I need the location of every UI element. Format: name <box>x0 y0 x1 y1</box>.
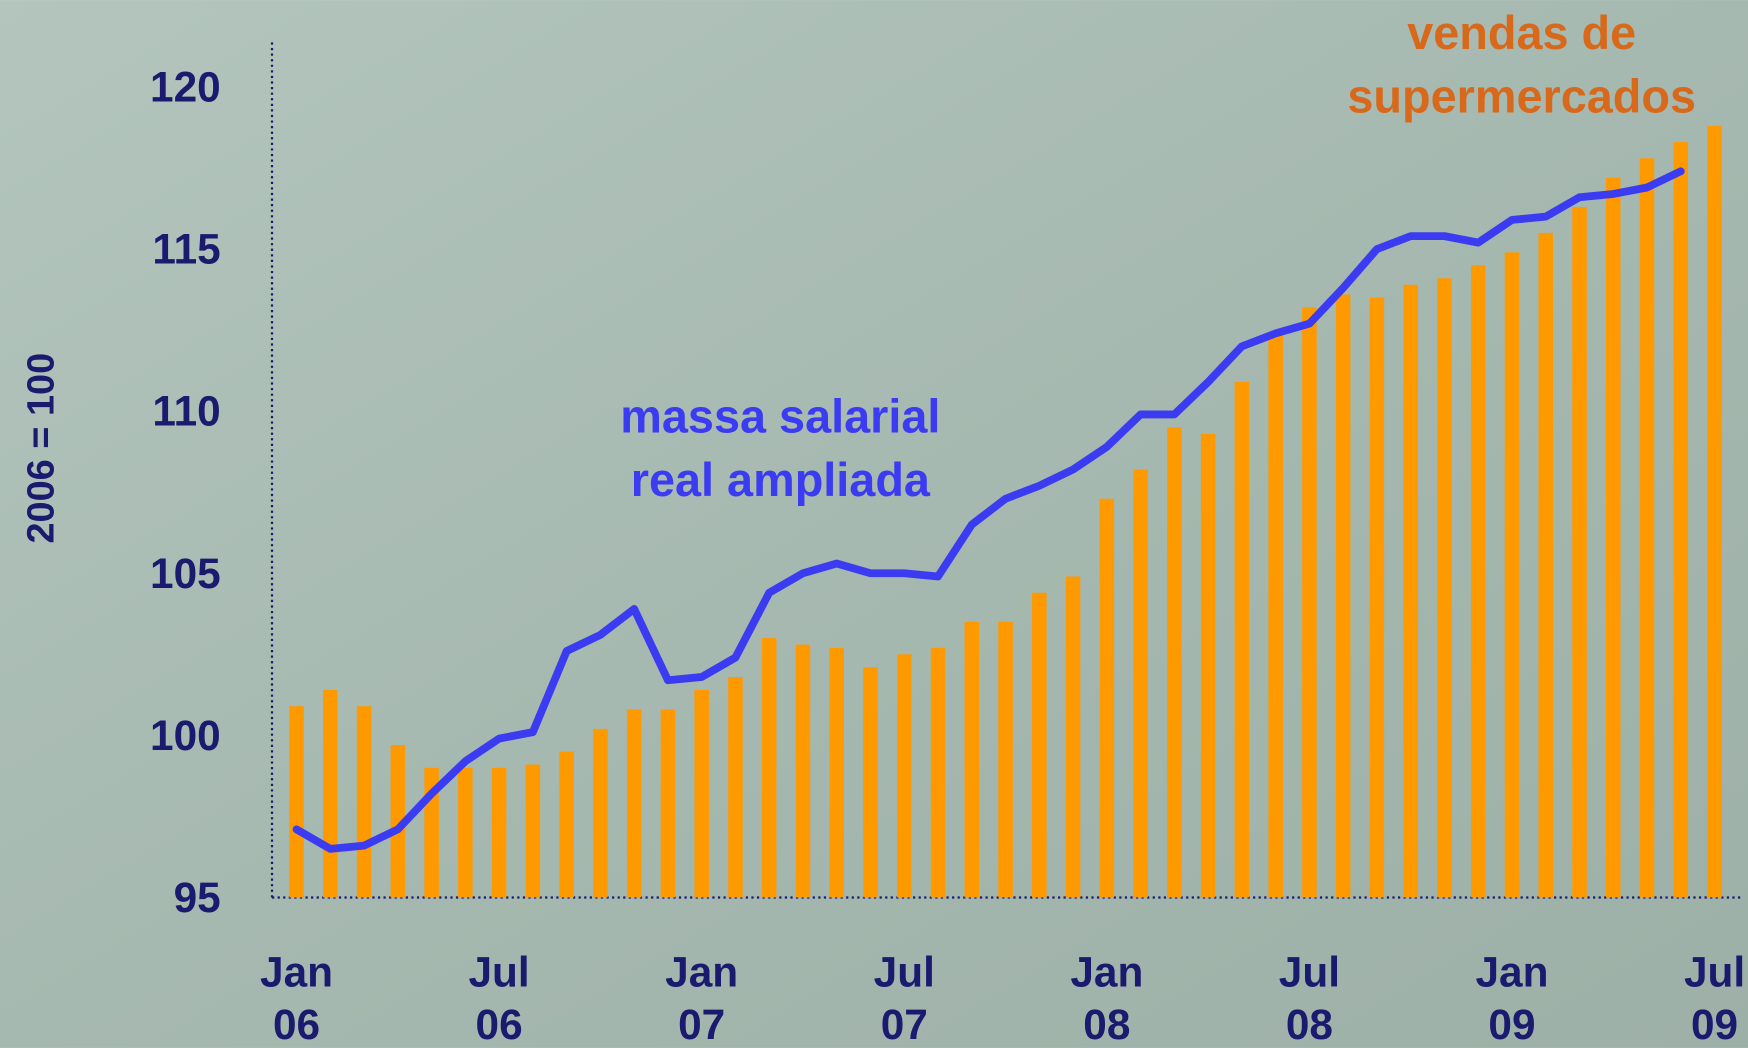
bar <box>1200 433 1216 898</box>
bar <box>795 644 811 898</box>
bar <box>1470 265 1486 898</box>
bar <box>1437 278 1452 898</box>
x-tick-label: Jan 08 <box>1070 949 1143 1048</box>
y-tick-label: 120 <box>150 63 221 110</box>
bar <box>289 706 304 898</box>
y-tick-label: 110 <box>152 388 220 435</box>
bar <box>626 709 642 898</box>
bar <box>1234 382 1250 898</box>
bar <box>1572 206 1587 898</box>
bar <box>863 667 878 898</box>
bar <box>1673 142 1689 898</box>
series-label: vendas de supermercados <box>1347 7 1696 123</box>
x-tick-label: Jan 06 <box>260 949 333 1048</box>
bar <box>559 751 574 898</box>
x-tick-label: Jul 08 <box>1279 949 1340 1048</box>
bar <box>1099 498 1115 898</box>
bar <box>998 621 1013 898</box>
bar <box>1133 469 1148 898</box>
bar <box>897 654 912 898</box>
series-label: massa salarial real ampliada <box>620 391 940 507</box>
y-tick-label: 115 <box>152 226 220 273</box>
y-tick-label: 100 <box>150 712 221 759</box>
bar <box>930 647 946 898</box>
x-tick-label: Jul 09 <box>1684 949 1745 1048</box>
bar <box>1504 252 1520 898</box>
bar <box>356 706 372 898</box>
bar <box>1639 158 1655 898</box>
bar <box>1065 576 1081 898</box>
bar <box>728 677 743 898</box>
y-tick-label: 105 <box>150 550 221 597</box>
bar <box>593 728 608 898</box>
bar <box>1268 333 1283 898</box>
bar <box>1403 284 1418 898</box>
x-tick-label: Jul 07 <box>874 949 935 1048</box>
bar <box>323 689 338 898</box>
bar <box>1369 297 1385 898</box>
x-tick-label: Jul 06 <box>469 949 530 1048</box>
bar <box>1167 427 1182 898</box>
bar <box>390 745 406 898</box>
bar <box>1335 294 1351 898</box>
line <box>292 167 1685 853</box>
bar <box>829 647 844 898</box>
bar <box>1707 125 1722 898</box>
bar <box>761 638 777 898</box>
bar <box>458 767 473 898</box>
bar <box>694 689 709 898</box>
bar <box>964 621 980 898</box>
x-tick-label: Jan 07 <box>665 949 738 1048</box>
bar <box>525 764 541 898</box>
bar <box>1302 307 1317 898</box>
bar <box>1538 232 1553 898</box>
x-tick-label: Jan 09 <box>1475 949 1548 1048</box>
bar <box>1606 177 1621 898</box>
y-tick-label: 95 <box>174 874 221 921</box>
bar <box>1032 592 1047 898</box>
bar <box>660 709 676 898</box>
bar <box>491 767 507 898</box>
y-axis-label: 2006 = 100 <box>21 353 63 544</box>
